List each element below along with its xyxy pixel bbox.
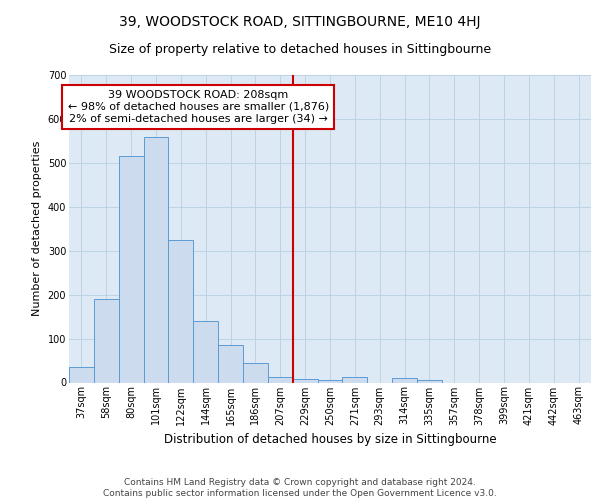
Y-axis label: Number of detached properties: Number of detached properties xyxy=(32,141,42,316)
Text: 39, WOODSTOCK ROAD, SITTINGBOURNE, ME10 4HJ: 39, WOODSTOCK ROAD, SITTINGBOURNE, ME10 … xyxy=(119,15,481,29)
Bar xyxy=(417,380,442,382)
Text: Size of property relative to detached houses in Sittingbourne: Size of property relative to detached ho… xyxy=(109,42,491,56)
Text: Contains HM Land Registry data © Crown copyright and database right 2024.
Contai: Contains HM Land Registry data © Crown c… xyxy=(103,478,497,498)
Bar xyxy=(392,378,417,382)
Bar xyxy=(293,380,317,382)
Bar xyxy=(143,136,169,382)
Bar xyxy=(317,380,343,382)
Bar xyxy=(193,321,218,382)
Bar xyxy=(243,362,268,382)
Text: 39 WOODSTOCK ROAD: 208sqm
← 98% of detached houses are smaller (1,876)
2% of sem: 39 WOODSTOCK ROAD: 208sqm ← 98% of detac… xyxy=(68,90,329,124)
X-axis label: Distribution of detached houses by size in Sittingbourne: Distribution of detached houses by size … xyxy=(164,433,496,446)
Bar xyxy=(94,299,119,382)
Bar xyxy=(218,345,243,383)
Bar xyxy=(268,377,293,382)
Bar xyxy=(343,377,367,382)
Bar xyxy=(169,240,193,382)
Bar xyxy=(69,367,94,382)
Bar xyxy=(119,156,143,382)
